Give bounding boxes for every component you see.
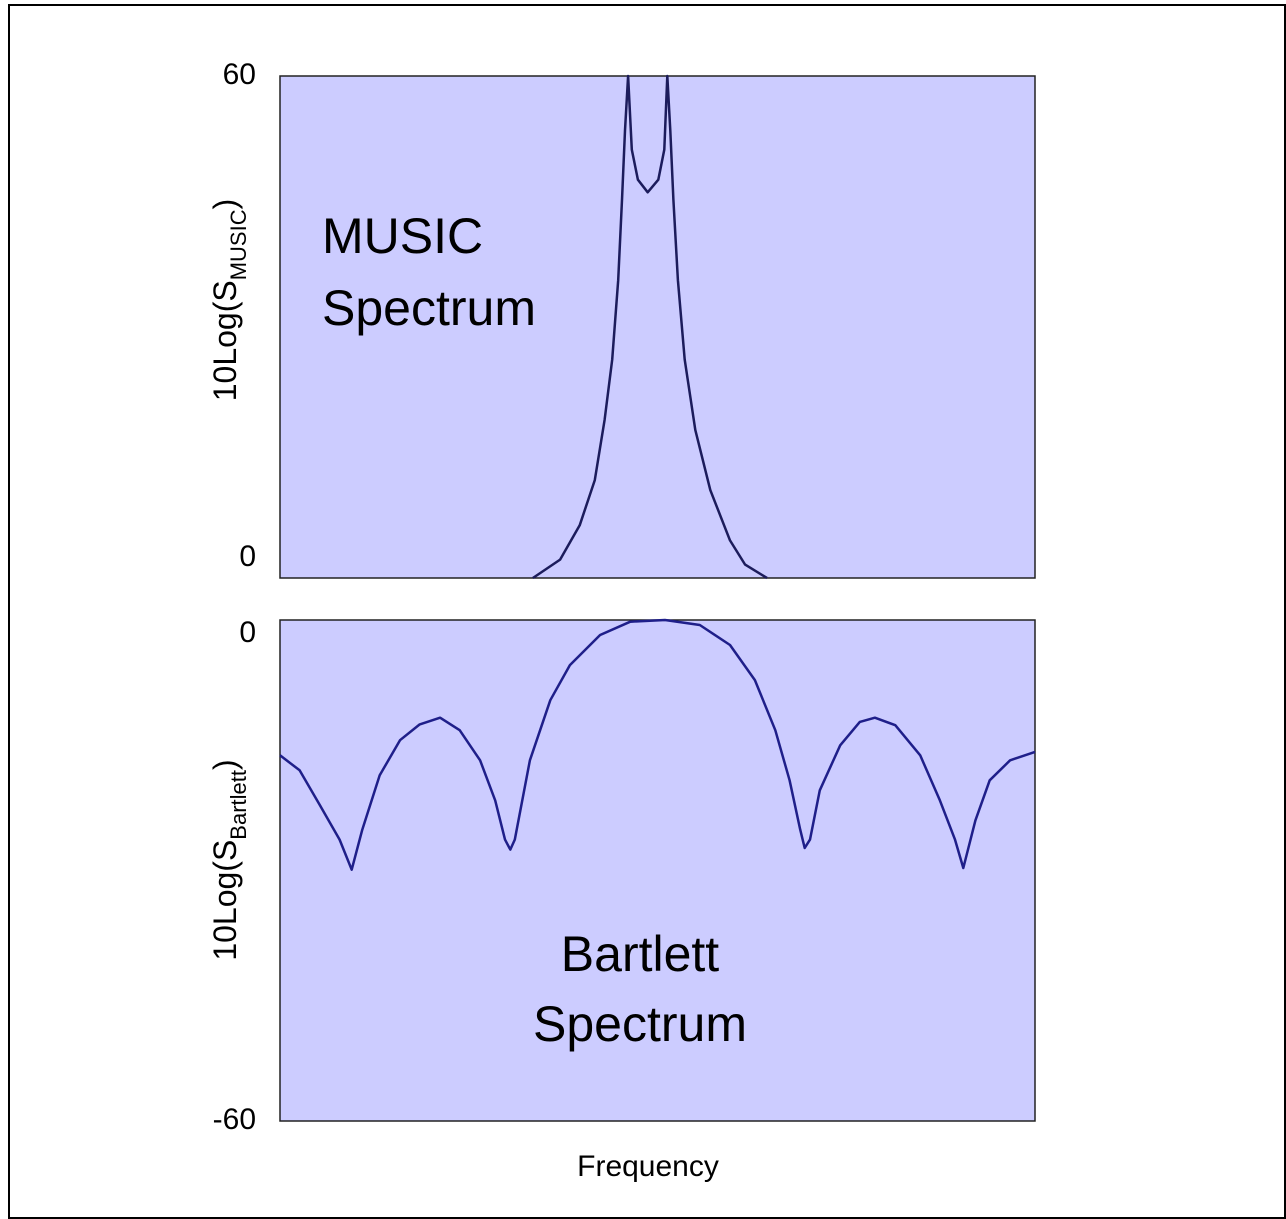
y-axis-label-part: ) bbox=[207, 759, 243, 770]
x-axis-label: Frequency bbox=[577, 1150, 719, 1183]
plot-area bbox=[279, 75, 1036, 579]
y-tick-label: -60 bbox=[213, 1103, 256, 1136]
y-axis-label-part: MUSIC bbox=[226, 209, 251, 280]
spectrum-line bbox=[532, 74, 768, 580]
spectrum-line bbox=[279, 618, 1036, 871]
annotation: MUSIC bbox=[322, 208, 483, 264]
annotation: Spectrum bbox=[322, 280, 536, 336]
y-tick-label: 60 bbox=[223, 58, 256, 91]
y-axis-label: 10Log(SMUSIC) bbox=[207, 199, 251, 402]
y-axis-label-part: Bartlett bbox=[226, 770, 251, 840]
y-axis-label-part: 10Log(S bbox=[207, 840, 243, 961]
y-tick-label: 0 bbox=[239, 616, 256, 649]
y-axis-label-part: 10Log(S bbox=[207, 280, 243, 401]
plot-area bbox=[279, 619, 1036, 1122]
y-axis-label-part: ) bbox=[207, 199, 243, 210]
y-axis-label: 10Log(SBartlett) bbox=[207, 759, 251, 960]
annotation: Bartlett bbox=[561, 926, 720, 982]
y-tick-label: 0 bbox=[239, 540, 256, 573]
annotation: Spectrum bbox=[533, 996, 747, 1052]
